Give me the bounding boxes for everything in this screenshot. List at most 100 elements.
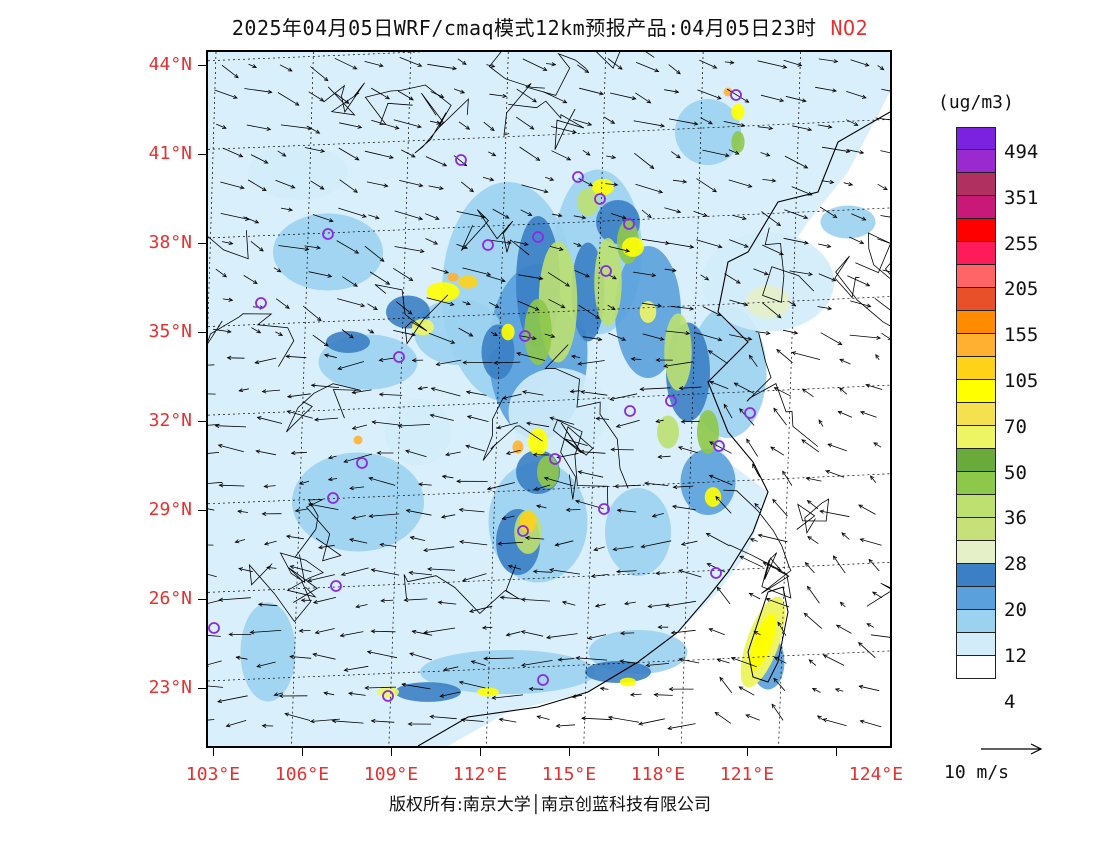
- city-marker-icon: [600, 265, 612, 277]
- wind-vector-head: [439, 185, 444, 191]
- wind-vector-head: [234, 539, 240, 544]
- wind-vector: [633, 271, 656, 276]
- wind-vector-head: [465, 301, 471, 306]
- wind-vector-head: [672, 484, 678, 490]
- wind-vector: [521, 631, 544, 637]
- wind-vector: [724, 273, 741, 284]
- wind-vector: [827, 443, 847, 452]
- wind-vector-head: [226, 355, 232, 360]
- concentration-patch: [353, 435, 363, 445]
- longitude-tick-label: 109°E: [363, 764, 419, 785]
- wind-vector: [652, 513, 664, 517]
- wind-vector-head: [458, 680, 464, 685]
- wind-vector: [846, 119, 858, 126]
- wind-vector-head: [409, 652, 414, 657]
- wind-vector-head: [647, 604, 653, 609]
- concentration-patch: [820, 205, 876, 239]
- wind-vector-head: [316, 245, 321, 250]
- wind-vector-head: [263, 159, 269, 164]
- wind-vector-head: [357, 124, 363, 129]
- wind-vector: [596, 418, 610, 420]
- wind-vector-head: [859, 719, 865, 724]
- wind-vector: [247, 179, 267, 191]
- wind-vector-head: [289, 654, 295, 659]
- wind-vector-head: [290, 450, 296, 456]
- wind-vector: [607, 58, 623, 70]
- wind-vector-head: [614, 484, 619, 489]
- wind-vector: [821, 180, 834, 183]
- wind-vector-head: [371, 420, 377, 425]
- wind-vector-head: [378, 392, 384, 397]
- wind-vector: [425, 238, 438, 245]
- wind-vector: [352, 515, 366, 519]
- wind-vector-head: [470, 660, 476, 665]
- concentration-patch: [273, 213, 383, 291]
- colorbar-label: 255: [1004, 232, 1039, 255]
- longitude-tick-label: 112°E: [452, 764, 508, 785]
- wind-vector-head: [623, 601, 629, 606]
- wind-vector-head: [738, 686, 744, 691]
- wind-vector: [348, 692, 366, 696]
- wind-vector: [762, 179, 776, 182]
- city-marker-icon: [730, 89, 742, 101]
- wind-vector: [490, 331, 498, 336]
- wind-vector-head: [819, 509, 825, 514]
- wind-vector-head: [408, 276, 414, 282]
- wind-vector-head: [379, 257, 385, 262]
- wind-vector-head: [549, 568, 555, 573]
- wind-vector: [264, 485, 276, 487]
- wind-vector: [635, 92, 651, 104]
- wind-vector-head: [423, 630, 429, 635]
- wind-vector-head: [612, 275, 617, 280]
- wind-vector: [526, 422, 550, 428]
- wind-vector-head: [676, 209, 682, 214]
- wind-vector: [534, 484, 551, 491]
- wind-vector-head: [368, 513, 374, 519]
- wind-vector: [620, 660, 638, 664]
- longitude-tick: [836, 748, 837, 756]
- city-marker-icon: [549, 453, 561, 465]
- concentration-patch: [704, 487, 722, 507]
- wind-vector: [238, 568, 253, 573]
- wind-vector-head: [331, 718, 337, 724]
- wind-vector-head: [538, 276, 544, 281]
- wind-vector: [616, 570, 637, 573]
- wind-vector-head: [218, 483, 224, 488]
- boundary-line: [796, 498, 830, 534]
- wind-vector-head: [859, 150, 865, 155]
- wind-vector-head: [595, 314, 600, 319]
- wind-vector: [255, 357, 277, 364]
- wind-vector-head: [797, 62, 803, 67]
- wind-vector-head: [615, 569, 621, 574]
- wind-vector: [453, 88, 465, 94]
- wind-vector-head: [239, 185, 245, 190]
- wind-vector-head: [765, 152, 771, 157]
- wind-vector-head: [409, 96, 414, 101]
- wind-vector-head: [439, 94, 445, 98]
- wind-vector: [591, 574, 609, 577]
- wind-vector: [287, 410, 313, 419]
- wind-vector-head: [670, 630, 676, 635]
- wind-vector-head: [613, 182, 619, 187]
- wind-vector-head: [228, 632, 233, 637]
- city-marker-icon: [455, 154, 467, 166]
- wind-vector: [717, 659, 730, 664]
- wind-vector: [220, 181, 245, 189]
- wind-vector: [807, 500, 819, 510]
- wind-vector: [426, 297, 454, 306]
- wind-vector-head: [494, 303, 500, 308]
- wind-vector: [791, 186, 812, 196]
- wind-vector-head: [261, 723, 267, 728]
- wind-vector-head: [318, 545, 323, 550]
- wind-vector: [570, 390, 581, 393]
- concentration-patch: [592, 178, 614, 196]
- wind-vector: [761, 211, 781, 226]
- city-marker-icon: [393, 351, 405, 363]
- wind-vector: [392, 267, 413, 281]
- wind-vector-head: [309, 719, 315, 724]
- wind-vector-head: [771, 703, 776, 709]
- wind-vector: [760, 94, 784, 102]
- wind-vector-head: [655, 571, 660, 576]
- wind-vector: [668, 723, 696, 730]
- wind-vector: [328, 478, 338, 481]
